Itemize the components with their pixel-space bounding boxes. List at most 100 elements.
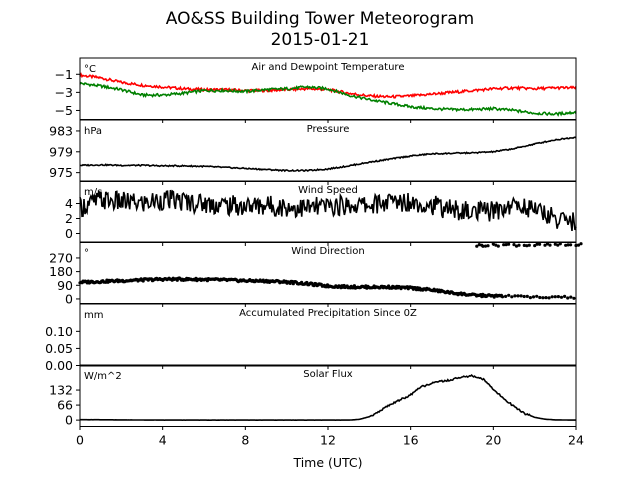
wind-direction-point	[547, 296, 551, 300]
wind-direction-point	[533, 244, 537, 248]
panel-title: Air and Dewpoint Temperature	[252, 62, 405, 73]
wind-direction-point	[548, 243, 552, 247]
panel-3: 024 m/s Wind Speed	[65, 180, 577, 246]
wind-direction-point	[504, 294, 508, 298]
y-tick-label: 0.00	[45, 358, 73, 373]
wind-direction-point	[502, 243, 506, 247]
series-line-dewpoint	[79, 81, 577, 117]
wind-direction-point	[352, 284, 356, 288]
wind-direction-point	[522, 243, 526, 247]
panel-title: Solar Flux	[303, 369, 353, 380]
wind-direction-point	[519, 294, 523, 298]
panel-1: −5 −3 −1 °C Air and Dewpoint Temperature	[55, 57, 577, 123]
y-tick-label: −1	[55, 67, 73, 82]
series-line-solar-flux	[80, 373, 576, 422]
y-tick-label: 90	[57, 278, 73, 293]
series-line-wind-speed	[79, 189, 577, 231]
wind-direction-point	[483, 244, 488, 248]
panel-unit: W/m^2	[84, 371, 122, 382]
wind-direction-point	[538, 295, 542, 300]
wind-direction-point	[541, 296, 545, 300]
panel-unit: °C	[84, 64, 96, 75]
y-tick-label: −3	[55, 85, 73, 100]
y-tick-label: 66	[57, 398, 73, 413]
wind-direction-point	[525, 244, 529, 248]
figure-title: AO&SS Building Tower Meteorogram	[166, 9, 474, 29]
panel-unit: °	[84, 248, 89, 259]
wind-direction-point	[522, 294, 526, 299]
wind-direction-point	[545, 242, 550, 246]
y-tick-label: 4	[65, 196, 73, 211]
wind-direction-point	[513, 294, 517, 298]
wind-direction-point	[528, 296, 533, 300]
x-tick-label: 0	[76, 433, 84, 448]
wind-direction-point	[491, 242, 495, 246]
y-tick-label: 132	[49, 383, 73, 398]
x-tick-label: 12	[320, 433, 336, 448]
wind-direction-point	[569, 243, 573, 247]
wind-direction-point	[553, 295, 557, 299]
y-tick-label: 180	[49, 264, 73, 279]
y-tick-label: 983	[49, 123, 73, 138]
y-tick-label: 0	[65, 413, 73, 428]
wind-direction-point	[556, 295, 561, 299]
wind-direction-point	[516, 294, 520, 298]
wind-direction-point	[572, 296, 576, 300]
wind-direction-point	[514, 244, 519, 248]
x-tick-label: 4	[159, 433, 167, 448]
wind-direction-point	[579, 242, 583, 246]
x-axis-label: Time (UTC)	[292, 455, 362, 470]
wind-direction-point	[569, 295, 573, 299]
y-tick-label: 0.05	[45, 341, 73, 356]
x-tick-label: 8	[241, 433, 249, 448]
wind-direction-point	[550, 295, 554, 299]
wind-direction-point	[558, 242, 562, 246]
wind-direction-point	[559, 295, 564, 299]
y-tick-label: 0	[65, 291, 73, 306]
panel-unit: hPa	[84, 126, 102, 137]
wind-direction-point	[477, 243, 481, 247]
wind-direction-point	[543, 243, 547, 247]
panels: −5−3−1 °C Air and Dewpoint Temperature9759…	[45, 57, 584, 448]
panel-title: Pressure	[307, 124, 350, 135]
wind-direction-point	[527, 243, 531, 247]
wind-direction-point	[566, 296, 570, 300]
panel-title: Wind Direction	[291, 246, 365, 257]
wind-direction-point	[496, 244, 500, 248]
y-tick-label: −5	[55, 103, 73, 118]
y-tick-label: 270	[49, 250, 73, 265]
wind-direction-point	[563, 294, 567, 298]
panel-title: Wind Speed	[298, 185, 358, 196]
x-tick-label: 20	[485, 433, 501, 448]
x-tick-label: 16	[403, 433, 419, 448]
wind-direction-point	[564, 243, 568, 247]
wind-direction-point	[517, 243, 521, 247]
panel-title: Accumulated Precipitation Since 0Z	[239, 308, 417, 319]
y-tick-label: 0.10	[45, 324, 73, 339]
wind-direction-point	[504, 243, 508, 247]
wind-direction-point	[556, 243, 560, 247]
y-tick-label: 979	[49, 144, 73, 159]
x-tick-label: 24	[568, 433, 584, 448]
wind-direction-point	[538, 242, 542, 246]
wind-direction-point	[507, 242, 511, 246]
panel-unit: m/s	[84, 187, 102, 198]
wind-direction-point	[475, 244, 479, 248]
panel-unit: mm	[84, 310, 103, 321]
wind-direction-point	[507, 293, 511, 297]
wind-direction-point	[566, 243, 570, 247]
panel-5: 0.00 0.05 0.10 mm Accumulated Precipitation …	[45, 303, 577, 373]
y-tick-label: 0	[65, 226, 73, 241]
series-line-pressure	[79, 136, 577, 173]
wind-direction-point	[535, 242, 539, 246]
wind-direction-point	[576, 243, 581, 247]
wind-direction-point	[525, 294, 529, 298]
figure-date: 2015-01-21	[271, 30, 370, 50]
wind-direction-point	[553, 242, 557, 246]
panel-2: 975 979 983 hPa Pressure	[49, 119, 577, 185]
wind-direction-point	[535, 294, 539, 298]
wind-direction-point	[531, 295, 536, 299]
y-tick-label: 975	[49, 165, 73, 180]
